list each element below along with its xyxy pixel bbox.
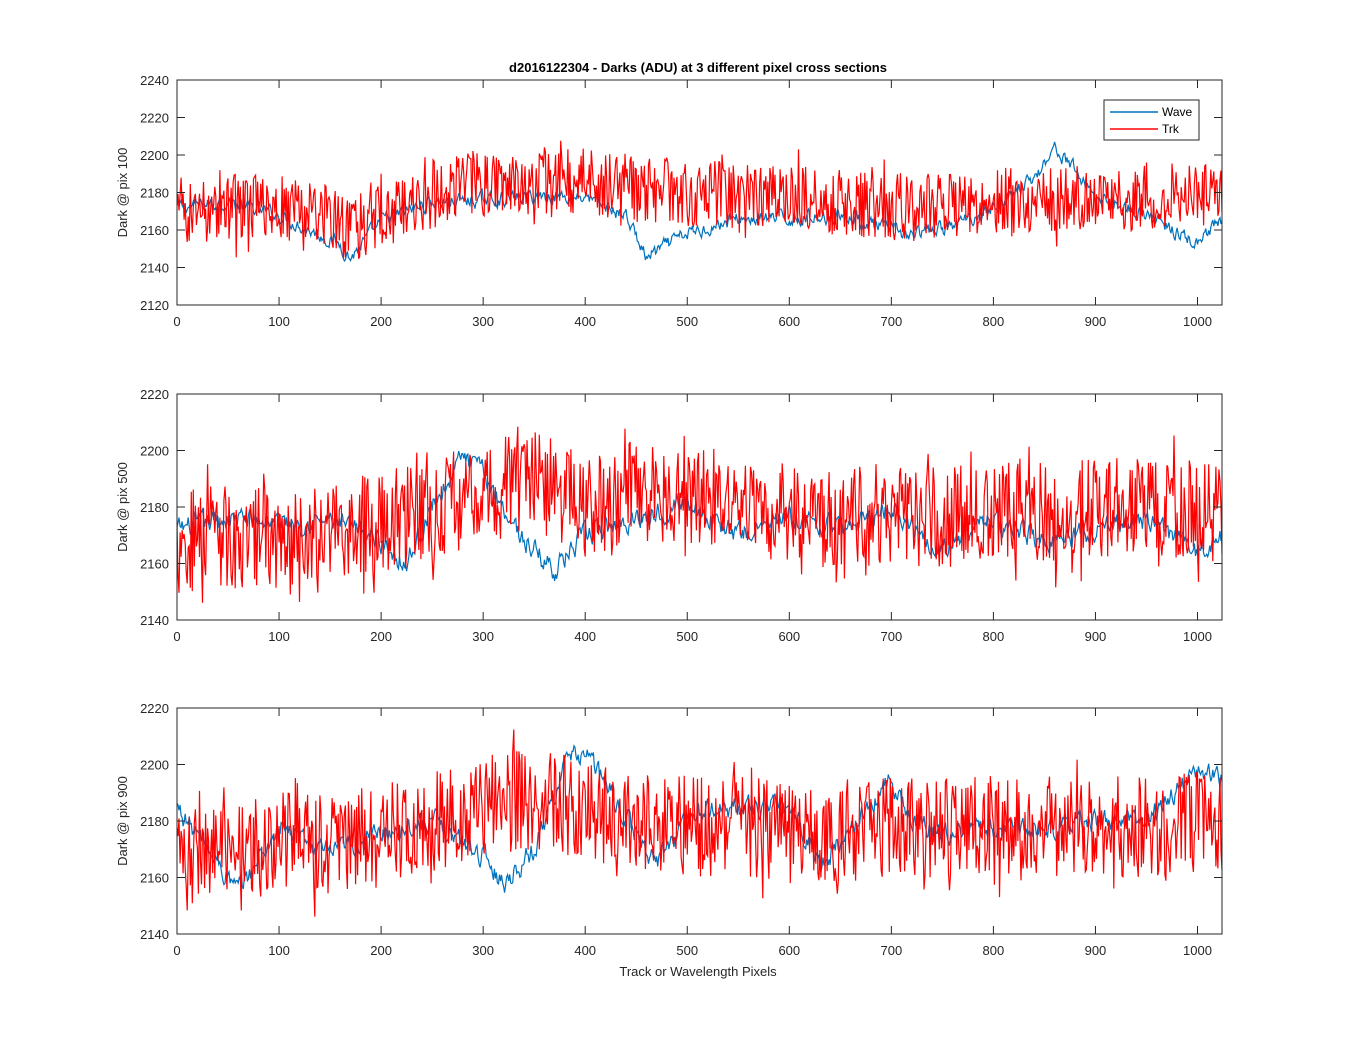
x-tick-label: 1000 — [1183, 314, 1212, 329]
x-tick-label: 500 — [676, 943, 698, 958]
x-tick-label: 900 — [1085, 314, 1107, 329]
x-tick-label: 400 — [574, 629, 596, 644]
y-tick-label: 2140 — [140, 927, 169, 942]
x-tick-label: 700 — [881, 629, 903, 644]
x-tick-label: 400 — [574, 943, 596, 958]
y-tick-label: 2220 — [140, 387, 169, 402]
x-tick-label: 0 — [173, 629, 180, 644]
x-tick-label: 800 — [983, 943, 1005, 958]
x-axis-label: Track or Wavelength Pixels — [619, 964, 777, 979]
legend-label-wave: Wave — [1162, 105, 1193, 119]
series-group — [177, 426, 1222, 603]
x-tick-label: 800 — [983, 314, 1005, 329]
x-tick-label: 500 — [676, 629, 698, 644]
legend-box — [1103, 99, 1200, 141]
y-tick-label: 2160 — [140, 871, 169, 886]
x-tick-label: 600 — [778, 629, 800, 644]
y-tick-label: 2220 — [140, 701, 169, 716]
x-tick-label: 1000 — [1183, 629, 1212, 644]
y-tick-label: 2140 — [140, 261, 169, 276]
x-tick-label: 700 — [881, 314, 903, 329]
x-tick-label: 200 — [370, 314, 392, 329]
series-line-wave — [177, 141, 1222, 263]
y-tick-label: 2200 — [140, 758, 169, 773]
series-line-trk — [177, 426, 1222, 603]
x-tick-label: 200 — [370, 943, 392, 958]
x-tick-label: 500 — [676, 314, 698, 329]
x-tick-label: 100 — [268, 629, 290, 644]
series-line-trk — [177, 729, 1222, 917]
y-tick-label: 2200 — [140, 148, 169, 163]
y-tick-label: 2180 — [140, 500, 169, 515]
x-tick-label: 100 — [268, 943, 290, 958]
panel-dark-pix-500: 0 100 200 300 400 500 600 700 800 900 1000 2140 2160… — [115, 387, 1223, 644]
x-tick-label: 900 — [1085, 629, 1107, 644]
figure-title: d2016122304 - Darks (ADU) at 3 different… — [509, 60, 887, 75]
x-tick-label: 400 — [574, 314, 596, 329]
y-tick-label: 2240 — [140, 73, 169, 88]
x-tick-label: 100 — [268, 314, 290, 329]
legend-label-trk: Trk — [1162, 122, 1180, 136]
series-group — [177, 140, 1222, 263]
series-group — [177, 729, 1222, 917]
x-tick-label: 600 — [778, 314, 800, 329]
y-tick-label: 2200 — [140, 444, 169, 459]
y-tick-label: 2180 — [140, 814, 169, 829]
y-axis-label: Dark @ pix 500 — [115, 462, 130, 552]
y-tick-label: 2220 — [140, 111, 169, 126]
y-tick-label: 2120 — [140, 298, 169, 313]
x-tick-label: 200 — [370, 629, 392, 644]
y-tick-label: 2160 — [140, 557, 169, 572]
legend: Wave Trk — [1103, 99, 1200, 141]
x-tick-label: 600 — [778, 943, 800, 958]
x-tick-label: 1000 — [1183, 943, 1212, 958]
x-tick-label: 700 — [881, 943, 903, 958]
x-tick-label: 0 — [173, 314, 180, 329]
y-tick-label: 2140 — [140, 613, 169, 628]
y-axis-label: Dark @ pix 100 — [115, 148, 130, 238]
panel-dark-pix-100: 0 100 200 300 400 500 600 700 800 900 1000 2120 2140… — [115, 73, 1223, 329]
x-tick-label: 300 — [472, 943, 494, 958]
y-tick-label: 2160 — [140, 223, 169, 238]
x-tick-label: 900 — [1085, 943, 1107, 958]
y-axis-label: Dark @ pix 900 — [115, 776, 130, 866]
x-tick-label: 800 — [983, 629, 1005, 644]
x-tick-label: 300 — [472, 314, 494, 329]
series-line-trk — [177, 140, 1222, 259]
x-tick-label: 0 — [173, 943, 180, 958]
plot-area — [177, 80, 1222, 305]
y-tick-label: 2180 — [140, 186, 169, 201]
x-tick-label: 300 — [472, 629, 494, 644]
panel-dark-pix-900: 0 100 200 300 400 500 600 700 800 900 1000 2140 2160… — [115, 701, 1223, 958]
